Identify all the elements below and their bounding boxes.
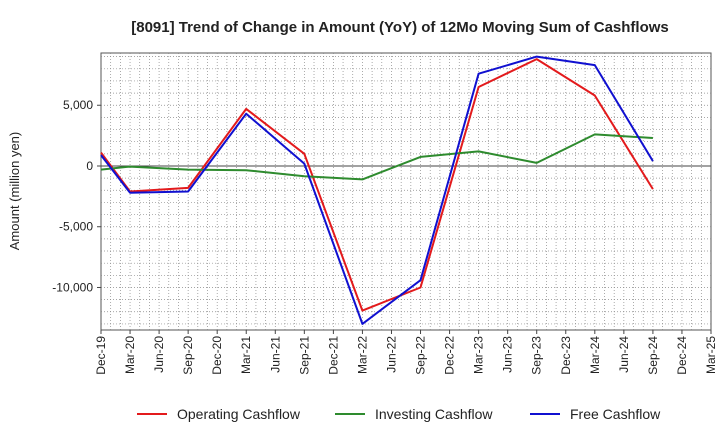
legend: Operating Cashflow Investing Cashflow Free… <box>137 406 661 422</box>
series-line-investing-cashflow <box>100 133 653 181</box>
y-tick-label: -5,000 <box>59 220 93 234</box>
y-tick-label: -10,000 <box>52 280 93 294</box>
x-tick-label: Sep-22 <box>414 336 428 375</box>
y-tick-label: 0 <box>86 159 93 173</box>
x-tick-label: Jun-23 <box>501 336 515 373</box>
y-ticks: 5,000 0 -5,000 -10,000 <box>52 98 101 294</box>
x-tick-label: Mar-20 <box>123 336 137 374</box>
plot-area <box>100 52 712 331</box>
series-line-free-cashflow <box>100 55 654 325</box>
x-tick-label: Dec-22 <box>443 336 457 375</box>
series-line-operating-cashflow <box>100 58 654 312</box>
x-tick-label: Mar-25 <box>704 336 718 374</box>
x-tick-label: Dec-20 <box>210 336 224 375</box>
x-ticks: Dec-19 Mar-20 Jun-20 Sep-20 Dec-20 Mar-21 Jun-… <box>94 330 718 375</box>
x-tick-label: Dec-19 <box>94 336 108 375</box>
grid <box>101 53 711 330</box>
series <box>100 55 654 325</box>
y-axis-label: Amount (million yen) <box>7 132 22 251</box>
x-tick-label: Dec-23 <box>559 336 573 375</box>
x-tick-label: Sep-20 <box>181 336 195 375</box>
x-tick-label: Mar-24 <box>588 336 602 374</box>
legend-label: Investing Cashflow <box>375 406 493 422</box>
legend-label: Free Cashflow <box>570 406 661 422</box>
x-tick-label: Jun-22 <box>384 336 398 373</box>
y-tick-label: 5,000 <box>63 98 93 112</box>
x-tick-label: Sep-21 <box>297 336 311 375</box>
x-tick-label: Jun-24 <box>617 336 631 373</box>
x-tick-label: Dec-21 <box>326 336 340 375</box>
x-tick-label: Mar-22 <box>355 336 369 374</box>
x-tick-label: Sep-24 <box>646 336 660 375</box>
x-tick-label: Jun-20 <box>152 336 166 373</box>
x-tick-label: Sep-23 <box>530 336 544 375</box>
x-tick-label: Mar-23 <box>472 336 486 374</box>
chart-title: [8091] Trend of Change in Amount (YoY) o… <box>131 19 669 36</box>
x-tick-label: Jun-21 <box>268 336 282 373</box>
x-tick-label: Mar-21 <box>239 336 253 374</box>
legend-label: Operating Cashflow <box>177 406 301 422</box>
x-tick-label: Dec-24 <box>675 336 689 375</box>
